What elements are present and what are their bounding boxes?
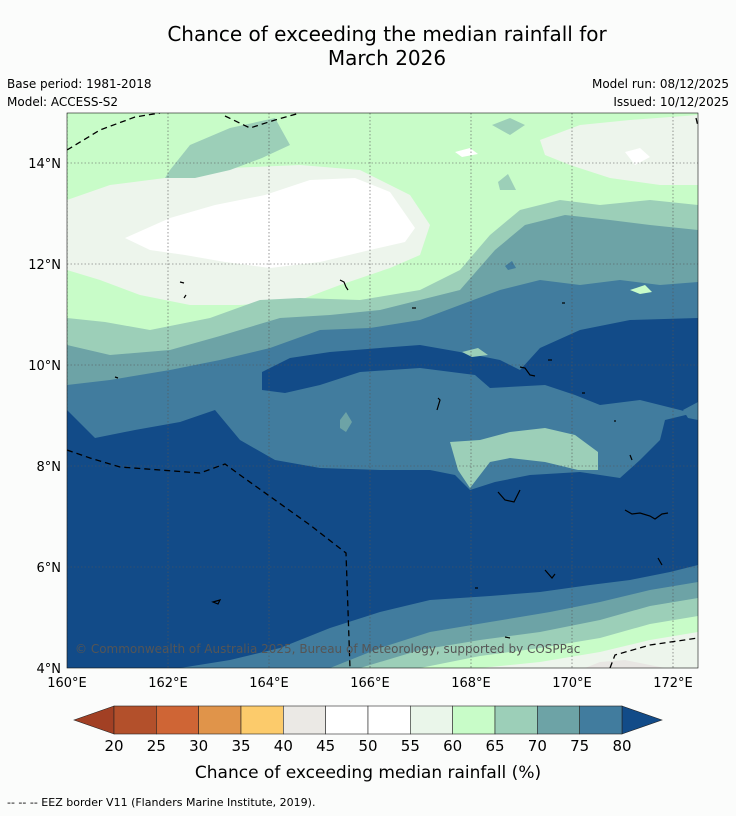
colorbar-label-70: 70 — [528, 737, 547, 755]
copyright-text: © Commonwealth of Australia 2025, Bureau… — [75, 642, 580, 656]
island-7 — [436, 397, 441, 411]
patch-white-1 — [455, 148, 478, 157]
lat-label-14: 14°N — [28, 157, 61, 172]
island-12 — [211, 599, 222, 605]
colorbar-label-65: 65 — [485, 737, 504, 755]
lat-label-4: 4°N — [37, 662, 62, 677]
colorbar-cell-75-80 — [579, 705, 623, 735]
lon-label-162: 162°E — [148, 676, 188, 691]
band-45-55-north — [125, 178, 415, 268]
colorbar-label-20: 20 — [104, 737, 123, 755]
patch-70-1 — [340, 412, 352, 432]
patch-65-northeast-2 — [498, 174, 516, 190]
patch-white-2 — [625, 148, 650, 165]
colorbar-cells — [113, 705, 623, 735]
lon-label-160: 160°E — [47, 676, 87, 691]
island-14 — [504, 636, 511, 639]
patch-65-1 — [462, 348, 488, 357]
colorbar-cell-60-65 — [452, 705, 496, 735]
island-3 — [339, 279, 349, 291]
colorbar-label-35: 35 — [231, 737, 250, 755]
band-40-45-south — [585, 660, 665, 668]
longitude-labels: 160°E 162°E 164°E 166°E 168°E 170°E 172°… — [47, 676, 693, 691]
eez-border-southeast — [609, 637, 698, 668]
colorbar-label-30: 30 — [189, 737, 208, 755]
base-period-text: Base period: 1981-2018 — [7, 77, 152, 91]
colorbar-labels: 20 25 30 35 40 45 50 55 60 65 70 75 80 — [104, 737, 631, 755]
islands — [114, 279, 669, 639]
latitude-labels: 14°N 12°N 10°N 8°N 6°N 4°N — [28, 157, 61, 677]
island-6 — [114, 376, 119, 379]
eez-footnote: -- -- -- EEZ border V11 (Flanders Marine… — [7, 796, 316, 809]
colorbar: 20 25 30 35 40 45 50 55 60 65 70 75 80 Chance of exc… — [73, 705, 663, 783]
band-55-60-south — [480, 632, 698, 668]
island-19 — [629, 454, 633, 461]
patch-75-2 — [683, 402, 698, 420]
colorbar-label-45: 45 — [316, 737, 335, 755]
lat-label-10: 10°N — [28, 359, 61, 374]
colorbar-label-25: 25 — [147, 737, 166, 755]
lat-label-8: 8°N — [37, 460, 62, 475]
colorbar-under-arrow — [73, 705, 115, 735]
lon-label-164: 164°E — [249, 676, 289, 691]
eez-border-southwest — [67, 449, 351, 668]
band-55-60-northeast — [540, 115, 698, 185]
island-2 — [183, 294, 187, 299]
colorbar-label-60: 60 — [443, 737, 462, 755]
lat-label-6: 6°N — [37, 561, 62, 576]
eez-borders — [67, 113, 698, 668]
band-above-80-central — [262, 318, 698, 415]
island-1 — [179, 281, 185, 284]
patch-75-1 — [505, 261, 516, 270]
colorbar-cell-30-35 — [198, 705, 242, 735]
colorbar-over-arrow — [621, 705, 663, 735]
colorbar-cell-40-45 — [283, 705, 326, 735]
island-9 — [624, 509, 669, 520]
lon-label-170: 170°E — [552, 676, 592, 691]
map-frame — [66, 112, 699, 669]
lon-label-166: 166°E — [350, 676, 390, 691]
patch-65-northeast-1 — [492, 118, 525, 135]
issued-text: Issued: 10/12/2025 — [613, 95, 729, 109]
title-line-1: Chance of exceeding the median rainfall … — [167, 22, 607, 46]
island-15 — [519, 366, 536, 377]
lon-label-168: 168°E — [451, 676, 491, 691]
island-10 — [657, 557, 663, 566]
meta-left: Base period: 1981-2018 Model: ACCESS-S2 — [7, 75, 152, 111]
island-8 — [497, 489, 521, 503]
lat-label-12: 12°N — [28, 258, 61, 273]
band-65-70-north — [165, 118, 290, 178]
chart-title: Chance of exceeding the median rainfall … — [0, 22, 736, 70]
island-11 — [544, 569, 556, 579]
colorbar-label-55: 55 — [401, 737, 420, 755]
colorbar-label-40: 40 — [274, 737, 293, 755]
title-line-2: March 2026 — [327, 46, 447, 70]
colorbar-cell-50-55 — [367, 705, 411, 735]
colorbar-cell-20-25 — [113, 705, 157, 735]
colorbar-cell-25-30 — [156, 705, 199, 735]
band-above-80-south — [67, 410, 698, 668]
colorbar-cell-35-40 — [240, 705, 284, 735]
lon-label-172: 172°E — [653, 676, 693, 691]
eez-border-ne — [695, 117, 698, 127]
patch-60-1 — [630, 285, 652, 294]
colorbar-label-80: 80 — [612, 737, 631, 755]
model-text: Model: ACCESS-S2 — [7, 95, 119, 109]
meta-right: Model run: 08/12/2025 Issued: 10/12/2025 — [592, 75, 729, 111]
eez-border-north-2 — [224, 113, 301, 129]
colorbar-cell-55-60 — [410, 705, 453, 735]
colorbar-label-75: 75 — [570, 737, 589, 755]
rainfall-map — [67, 113, 698, 668]
colorbar-label-50: 50 — [358, 737, 377, 755]
colorbar-cell-45-50 — [325, 705, 369, 735]
band-65-70-patch — [450, 428, 598, 488]
colorbar-title: Chance of exceeding median rainfall (%) — [195, 763, 541, 783]
colorbar-cell-70-75 — [537, 705, 580, 735]
model-run-text: Model run: 08/12/2025 — [591, 77, 729, 91]
graticule — [67, 113, 698, 668]
colorbar-cell-65-70 — [494, 705, 538, 735]
